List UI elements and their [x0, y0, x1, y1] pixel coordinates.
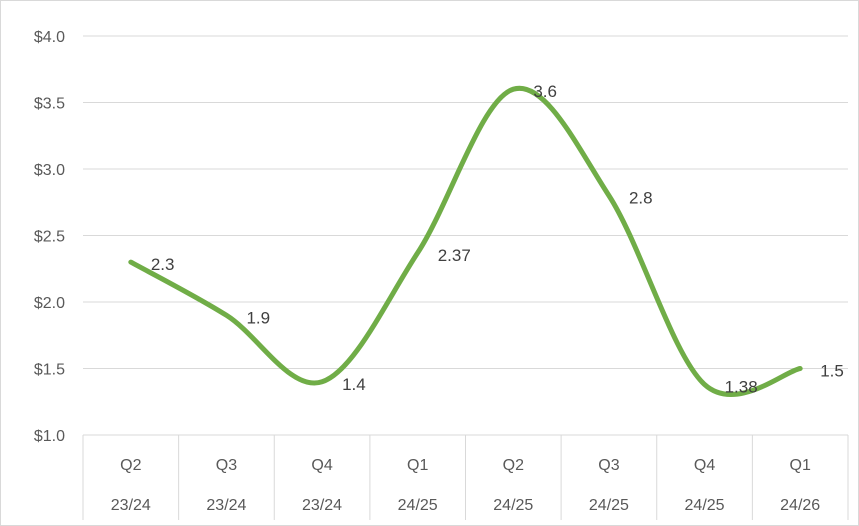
y-tick-label: $1.0: [34, 428, 65, 445]
data-label: 2.8: [629, 189, 653, 208]
data-label: 1.4: [342, 375, 366, 394]
y-tick-label: $2.0: [34, 295, 65, 312]
x-tick-label-year: 23/24: [302, 497, 342, 514]
x-tick-label-quarter: Q3: [216, 457, 237, 474]
x-tick-label-year: 24/25: [685, 497, 725, 514]
data-label: 3.6: [533, 82, 557, 101]
x-tick-label-quarter: Q2: [503, 457, 524, 474]
x-axis: Q2 23/24 Q3 23/24 Q4 23/24 Q1 24/25 Q2 24/25 Q3 24/…: [82, 435, 849, 520]
x-tick-label-quarter: Q1: [790, 457, 811, 474]
y-tick-label: $1.5: [34, 362, 65, 379]
x-tick-label-year: 23/24: [206, 497, 246, 514]
y-tick-label: $3.0: [34, 162, 65, 179]
data-label: 1.38: [725, 377, 758, 396]
x-tick-label-quarter: Q3: [598, 457, 619, 474]
y-axis-tick-labels: $1.0 $1.5 $2.0 $2.5 $3.0 $3.5 $4.0: [34, 29, 65, 445]
x-tick-label-year: 23/24: [111, 497, 151, 514]
data-label: 2.37: [438, 246, 471, 265]
data-label: 1.5: [820, 362, 844, 381]
y-tick-label: $3.5: [34, 96, 65, 113]
y-tick-label: $2.5: [34, 229, 65, 246]
x-tick-label-year: 24/25: [589, 497, 629, 514]
data-label: 2.3: [151, 255, 175, 274]
x-tick-label-year: 24/25: [493, 497, 533, 514]
data-labels: 2.3 1.9 1.4 2.37 3.6 2.8 1.38 1.5: [151, 82, 844, 396]
x-tick-label-quarter: Q1: [407, 457, 428, 474]
x-tick-label-year: 24/26: [780, 497, 820, 514]
data-label: 1.9: [246, 308, 270, 327]
x-tick-label-year: 24/25: [398, 497, 438, 514]
series-line: [128, 85, 803, 397]
gridlines: [83, 35, 848, 436]
x-tick-label-quarter: Q4: [694, 457, 715, 474]
y-tick-label: $4.0: [34, 29, 65, 46]
series: [128, 85, 803, 397]
x-tick-label-quarter: Q4: [311, 457, 332, 474]
x-tick-label-quarter: Q2: [120, 457, 141, 474]
